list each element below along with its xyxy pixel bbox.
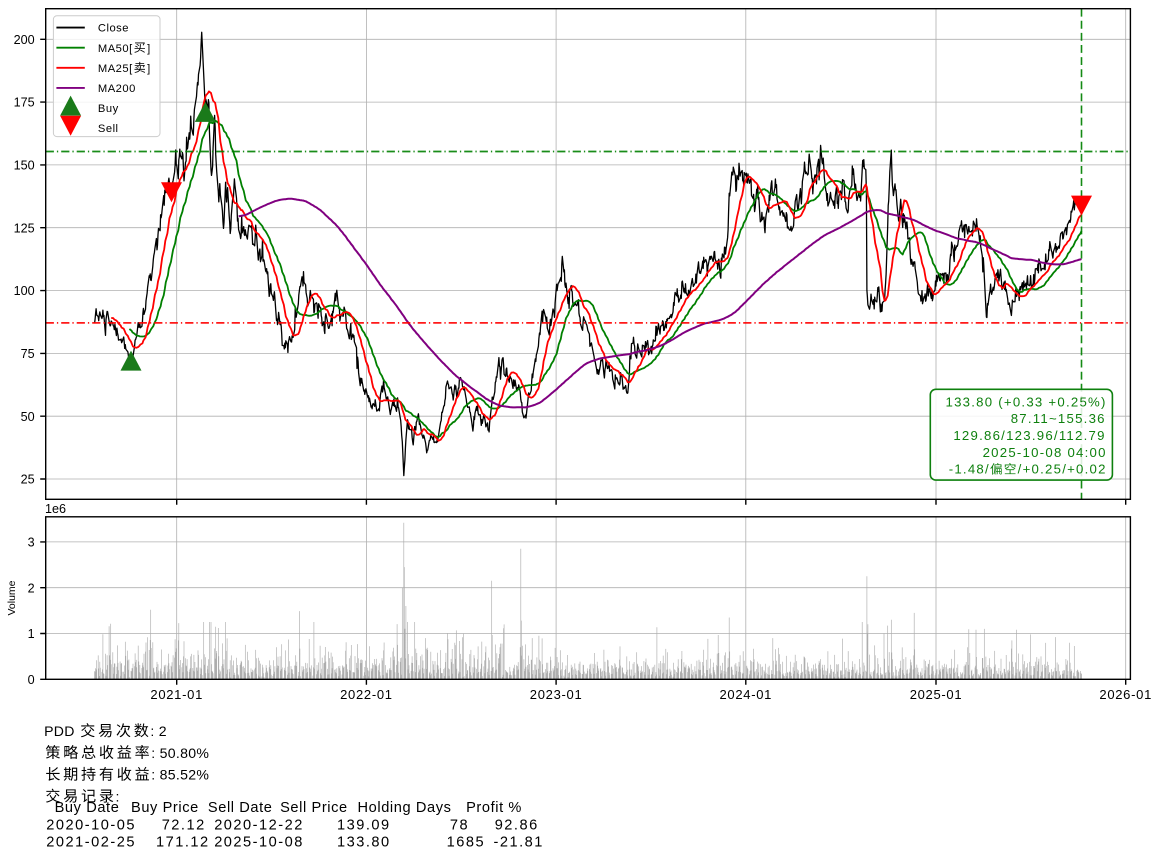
svg-text:1e6: 1e6 [45, 502, 66, 516]
svg-text:150: 150 [14, 159, 35, 173]
svg-text:2025-01: 2025-01 [910, 687, 963, 702]
svg-text:Buy Date: Buy Date [55, 800, 120, 816]
svg-text:2022-01: 2022-01 [340, 687, 393, 702]
svg-text:2020-10-05: 2020-10-05 [46, 817, 136, 833]
svg-text::: : [116, 788, 120, 804]
svg-text:2: 2 [28, 581, 35, 595]
svg-text:2026-01: 2026-01 [1099, 687, 1152, 702]
svg-text:2025-10-08: 2025-10-08 [214, 835, 304, 851]
svg-text:129.86/123.96/112.79: 129.86/123.96/112.79 [953, 428, 1105, 443]
svg-text:200: 200 [14, 33, 35, 47]
svg-text:MA50[: MA50[ [98, 43, 133, 55]
svg-text:75: 75 [21, 347, 35, 361]
svg-text:Buy Price: Buy Price [131, 800, 199, 816]
svg-text:175: 175 [14, 96, 35, 110]
svg-text:]: ] [147, 63, 151, 75]
svg-text:125: 125 [14, 221, 35, 235]
svg-text:: 50.80%: : 50.80% [151, 745, 209, 761]
svg-text:: 85.52%: : 85.52% [151, 767, 209, 783]
svg-text:Buy: Buy [98, 103, 119, 115]
svg-text:87.11~155.36: 87.11~155.36 [1011, 411, 1106, 426]
svg-text:2024-01: 2024-01 [719, 687, 772, 702]
svg-text:100: 100 [14, 284, 35, 298]
svg-text:/+0.25/+0.02: /+0.25/+0.02 [1018, 462, 1107, 477]
svg-text:1: 1 [28, 627, 35, 641]
svg-text:92.86: 92.86 [495, 817, 539, 833]
svg-text:Sell Price: Sell Price [280, 800, 348, 816]
svg-text:133.80: 133.80 [337, 835, 391, 851]
svg-text:Close: Close [98, 23, 129, 35]
svg-text:Sell: Sell [98, 123, 119, 135]
svg-text:MA25[: MA25[ [98, 63, 133, 75]
svg-text:133.80 (+0.33 +0.25%): 133.80 (+0.33 +0.25%) [946, 394, 1107, 409]
svg-text:PDD: PDD [44, 723, 79, 739]
svg-text:Profit %: Profit % [466, 800, 522, 816]
svg-text:78: 78 [450, 817, 469, 833]
svg-text:50: 50 [21, 410, 35, 424]
svg-text:Volume: Volume [6, 580, 18, 615]
svg-text:-1.48/: -1.48/ [949, 462, 990, 477]
svg-text:1685: 1685 [447, 835, 485, 851]
svg-text:25: 25 [21, 473, 35, 487]
svg-text:]: ] [147, 43, 151, 55]
svg-text:2020-12-22: 2020-12-22 [214, 817, 304, 833]
svg-text:2021-02-25: 2021-02-25 [46, 835, 136, 851]
svg-text:139.09: 139.09 [337, 817, 391, 833]
svg-text:MA200: MA200 [98, 83, 136, 95]
svg-text:: 2: : 2 [150, 723, 167, 739]
svg-text:171.12: 171.12 [156, 835, 210, 851]
svg-text:0: 0 [28, 673, 35, 687]
svg-text:Holding Days: Holding Days [358, 800, 452, 816]
svg-text:2023-01: 2023-01 [530, 687, 583, 702]
svg-text:2025-10-08 04:00: 2025-10-08 04:00 [983, 445, 1107, 460]
svg-text:-21.81: -21.81 [494, 835, 544, 851]
svg-text:Sell Date: Sell Date [208, 800, 273, 816]
svg-text:72.12: 72.12 [162, 817, 206, 833]
svg-text:2021-01: 2021-01 [150, 687, 203, 702]
svg-text:3: 3 [28, 536, 35, 550]
